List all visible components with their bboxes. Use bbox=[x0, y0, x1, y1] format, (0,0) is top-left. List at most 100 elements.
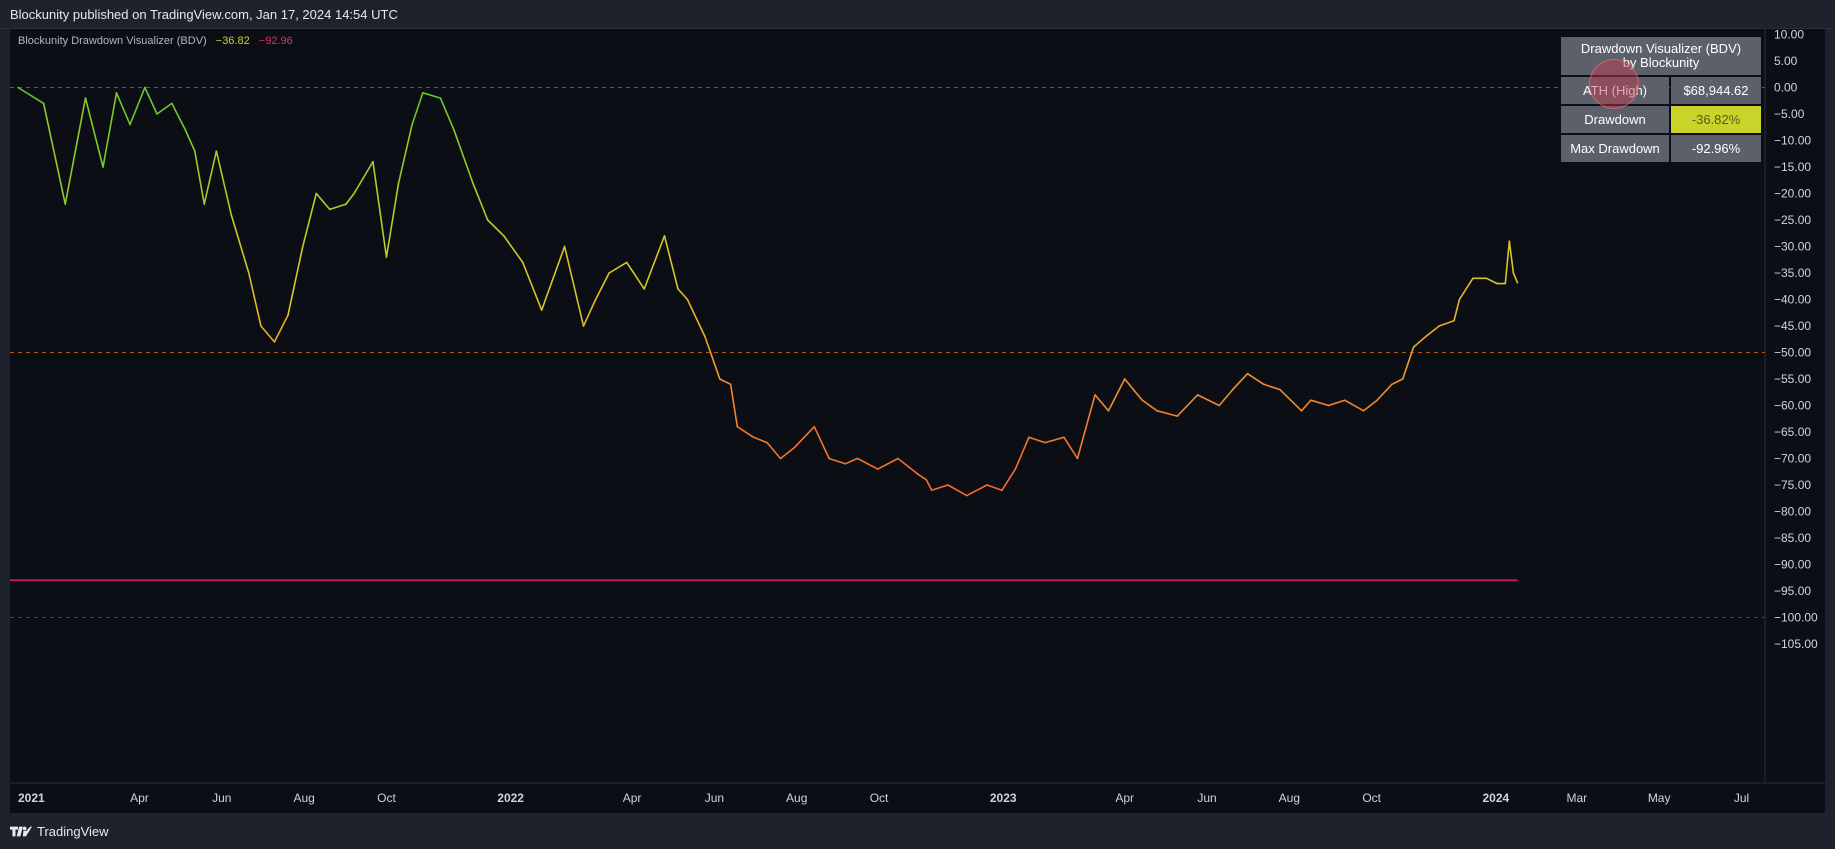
y-tick-label: −75.00 bbox=[1774, 478, 1811, 492]
drawdown-segment bbox=[422, 91, 442, 99]
x-tick-label: May bbox=[1648, 791, 1671, 805]
x-tick-label: Oct bbox=[377, 791, 396, 805]
drawdown-segment bbox=[397, 123, 413, 184]
drawdown-segment bbox=[1391, 378, 1404, 386]
drawdown-segment bbox=[64, 97, 87, 205]
x-tick-label: Aug bbox=[1279, 791, 1300, 805]
drawdown-segment bbox=[643, 235, 666, 290]
drawdown-segment bbox=[1327, 399, 1346, 407]
drawdown-segment bbox=[594, 272, 610, 301]
drawdown-segment bbox=[729, 383, 739, 428]
drawdown-segment bbox=[686, 298, 706, 338]
chart-area[interactable]: 10.00 5.00 0.00 −5.00 −10.00 −15.00 −20.00 −25.… bbox=[10, 29, 1825, 813]
info-row-max-drawdown: Max Drawdown -92.96% bbox=[1561, 135, 1761, 162]
drawdown-segment bbox=[766, 441, 782, 460]
indicator-legend[interactable]: Blockunity Drawdown Visualizer (BDV) −36… bbox=[18, 35, 293, 47]
indicator-drawdown-value: −36.82 bbox=[215, 35, 250, 47]
drawdown-segment bbox=[704, 335, 721, 380]
drawdown-segment bbox=[411, 91, 424, 126]
drawdown-segment bbox=[1141, 399, 1158, 412]
info-table-title-line2: by Blockunity bbox=[1622, 55, 1700, 70]
x-tick-label: Oct bbox=[1362, 791, 1381, 805]
drawdown-segment bbox=[1218, 388, 1234, 407]
info-table-title-line1: Drawdown Visualizer (BDV) bbox=[1580, 41, 1742, 56]
drawdown-segment bbox=[582, 298, 597, 327]
drawdown-segment bbox=[1231, 372, 1249, 391]
drawdown-segment bbox=[1485, 277, 1499, 285]
drawdown-segment bbox=[345, 192, 355, 205]
drawdown-segment bbox=[84, 97, 104, 168]
drawdown-segment bbox=[17, 86, 45, 105]
y-tick-label: −100.00 bbox=[1774, 611, 1818, 625]
x-tick-label: Aug bbox=[786, 791, 807, 805]
y-tick-label: 5.00 bbox=[1774, 54, 1798, 68]
price-axis-area[interactable] bbox=[1765, 29, 1825, 813]
drawdown-segment bbox=[301, 192, 318, 248]
drawdown-segment bbox=[521, 261, 543, 311]
y-tick-label: −90.00 bbox=[1774, 558, 1811, 572]
drawdown-segment bbox=[247, 272, 262, 327]
drawdown-segment bbox=[328, 203, 347, 211]
info-row-value: -92.96% bbox=[1671, 135, 1761, 162]
x-tick-label: Jun bbox=[705, 791, 724, 805]
drawdown-segment bbox=[1424, 325, 1440, 338]
y-tick-label: −15.00 bbox=[1774, 160, 1811, 174]
drawdown-segment bbox=[1458, 277, 1474, 301]
drawdown-segment bbox=[540, 245, 566, 311]
drawdown-chart[interactable]: 10.00 5.00 0.00 −5.00 −10.00 −15.00 −20.00 −25.… bbox=[10, 29, 1825, 813]
y-tick-label: −40.00 bbox=[1774, 293, 1811, 307]
drawdown-segment bbox=[353, 160, 374, 195]
drawdown-segment bbox=[453, 129, 474, 184]
drawdown-segment bbox=[486, 219, 505, 237]
drawdown-segment bbox=[1076, 394, 1096, 460]
x-tick-label: 2021 bbox=[18, 791, 45, 805]
drawdown-segment bbox=[1094, 394, 1110, 412]
drawdown-segment bbox=[1279, 388, 1303, 412]
drawdown-segment bbox=[856, 457, 879, 470]
x-tick-label: Jul bbox=[1734, 791, 1749, 805]
y-tick-label: −95.00 bbox=[1774, 584, 1811, 598]
drawdown-segment bbox=[947, 484, 968, 497]
drawdown-segment bbox=[1310, 399, 1330, 407]
drawdown-segment bbox=[1028, 436, 1046, 444]
drawdown-segment bbox=[115, 91, 131, 126]
x-tick-label: Apr bbox=[1115, 791, 1134, 805]
drawdown-segment bbox=[1107, 378, 1126, 412]
tradingview-logo[interactable]: TradingView bbox=[10, 824, 109, 839]
x-tick-label: Aug bbox=[293, 791, 314, 805]
drawdown-segment bbox=[215, 150, 233, 216]
drawdown-segment bbox=[1262, 383, 1281, 391]
info-row-label: ATH (High) bbox=[1561, 77, 1669, 104]
info-row-drawdown: Drawdown -36.82% bbox=[1561, 106, 1761, 133]
y-tick-label: 0.00 bbox=[1774, 81, 1798, 95]
y-tick-label: −80.00 bbox=[1774, 505, 1811, 519]
drawdown-segment bbox=[1044, 436, 1065, 444]
y-tick-label: −35.00 bbox=[1774, 266, 1811, 280]
drawdown-segment bbox=[677, 288, 689, 301]
y-tick-label: −25.00 bbox=[1774, 213, 1811, 227]
drawdown-segment bbox=[287, 245, 304, 317]
drawdown-info-table: Drawdown Visualizer (BDV) by Blockunity … bbox=[1561, 37, 1761, 164]
tradingview-logo-icon bbox=[10, 826, 32, 836]
drawdown-segment bbox=[1512, 272, 1519, 284]
info-row-label: Max Drawdown bbox=[1561, 135, 1669, 162]
drawdown-segment bbox=[986, 484, 1003, 492]
drawdown-segment bbox=[1014, 436, 1030, 470]
drawdown-segment bbox=[1156, 409, 1179, 417]
drawdown-segment bbox=[608, 261, 628, 274]
y-tick-label: −30.00 bbox=[1774, 240, 1811, 254]
drawdown-segment bbox=[1401, 346, 1415, 380]
indicator-max-drawdown-value: −92.96 bbox=[258, 35, 293, 47]
drawdown-segment bbox=[129, 86, 146, 126]
drawdown-segment bbox=[230, 213, 250, 274]
y-tick-label: −20.00 bbox=[1774, 187, 1811, 201]
x-tick-label: 2022 bbox=[497, 791, 524, 805]
info-row-label: Drawdown bbox=[1561, 106, 1669, 133]
y-tick-label: −65.00 bbox=[1774, 425, 1811, 439]
drawdown-segment bbox=[793, 425, 816, 449]
drawdown-segment bbox=[171, 102, 187, 131]
y-tick-label: −10.00 bbox=[1774, 134, 1811, 148]
drawdown-segment bbox=[1123, 378, 1144, 402]
drawdown-segment bbox=[876, 457, 899, 470]
info-row-value: $68,944.62 bbox=[1671, 77, 1761, 104]
